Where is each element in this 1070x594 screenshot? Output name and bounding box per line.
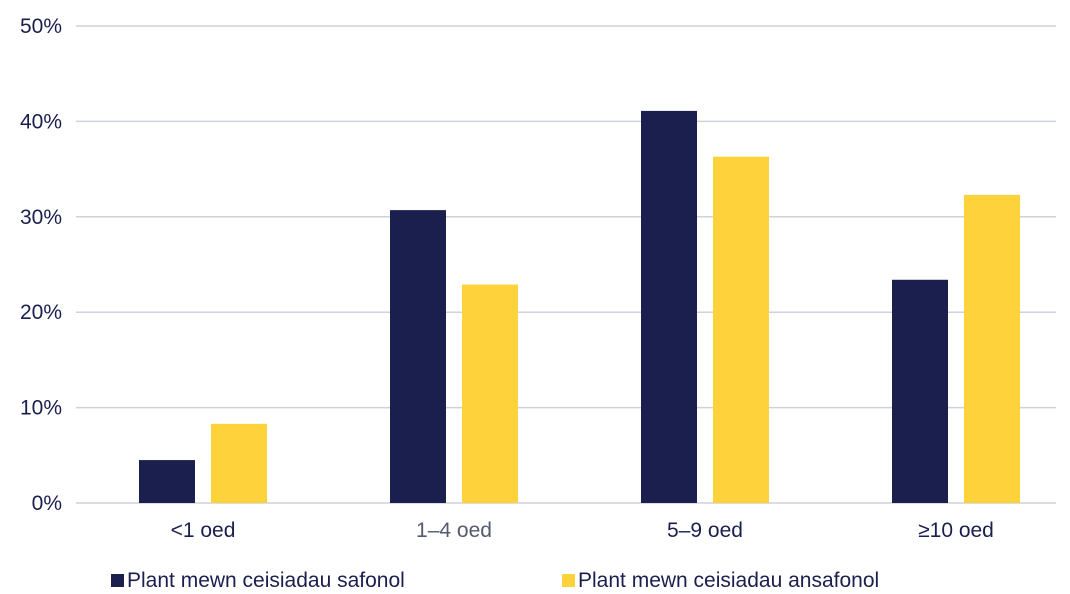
y-axis-tick-labels: 0% 10% 20% 30% 40% 50%: [20, 15, 62, 515]
bar-safonol: [390, 210, 446, 503]
bar-ansafonol: [964, 194, 1020, 503]
x-category-label: 1–4 oed: [416, 519, 492, 542]
y-tick-label: 50%: [20, 15, 62, 38]
y-tick-label: 20%: [20, 301, 62, 324]
x-category-label: <1 oed: [171, 519, 236, 542]
bar-safonol: [641, 110, 697, 503]
y-tick-label: 0%: [32, 492, 62, 515]
bars: [139, 110, 1020, 503]
x-category-label: ≥10 oed: [918, 519, 994, 542]
bar-safonol: [139, 460, 195, 503]
y-tick-label: 30%: [20, 206, 62, 229]
bar-safonol: [892, 279, 948, 503]
bar-ansafonol: [462, 284, 518, 503]
legend: Plant mewn ceisiadau safonol Plant mewn c…: [111, 569, 879, 592]
x-axis-category-labels: <1 oed 1–4 oed 5–9 oed ≥10 oed: [171, 519, 994, 542]
y-tick-label: 40%: [20, 110, 62, 133]
legend-swatch: [562, 574, 575, 587]
bar-ansafonol: [713, 156, 769, 503]
bar-ansafonol: [211, 423, 267, 503]
legend-label: Plant mewn ceisiadau safonol: [127, 569, 405, 592]
legend-label: Plant mewn ceisiadau ansafonol: [578, 569, 879, 592]
y-tick-label: 10%: [20, 397, 62, 420]
x-category-label: 5–9 oed: [667, 519, 743, 542]
legend-swatch: [111, 574, 124, 587]
